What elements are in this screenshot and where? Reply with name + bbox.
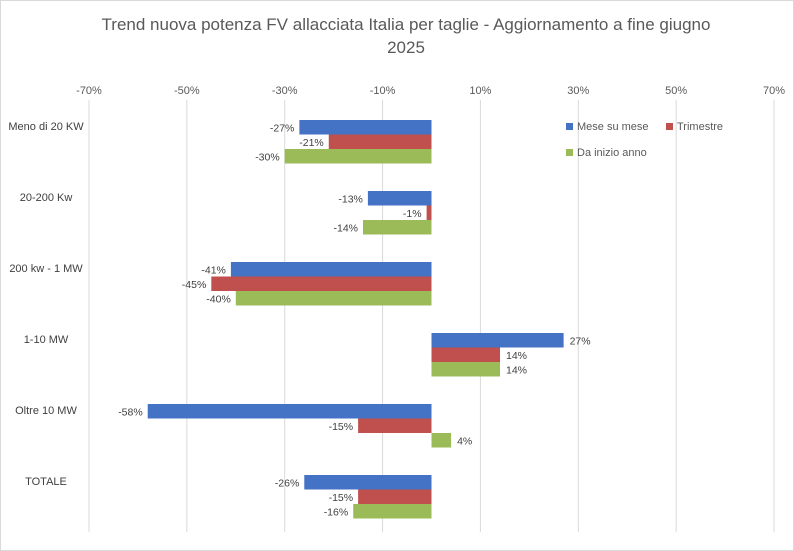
bar [304, 475, 432, 490]
x-tick-label: 50% [665, 85, 687, 97]
category-label: Oltre 10 MW [15, 405, 77, 417]
legend-swatch [566, 149, 573, 156]
x-tick-label: 10% [469, 85, 491, 97]
category-label: 1-10 MW [24, 334, 69, 346]
bar [230, 262, 432, 277]
bar [358, 418, 432, 433]
legend-swatch [566, 123, 573, 130]
bar [211, 276, 432, 291]
bar [328, 134, 432, 149]
data-label: -27% [270, 122, 295, 134]
data-label: 27% [570, 335, 591, 347]
bar [353, 504, 432, 519]
data-label: -41% [201, 264, 226, 276]
chart-title-line1: Trend nuova potenza FV allacciata Italia… [101, 15, 711, 34]
data-label: 4% [457, 435, 472, 447]
bar [299, 120, 432, 135]
x-tick-label: 70% [763, 85, 785, 97]
category-label: 20-200 Kw [20, 192, 73, 204]
data-label: -15% [329, 492, 354, 504]
data-label: -30% [255, 151, 280, 163]
bar [431, 333, 564, 348]
data-label: -40% [206, 293, 231, 305]
bars [147, 120, 564, 519]
bar [426, 205, 432, 220]
chart-title-line2: 2025 [387, 38, 425, 57]
legend-swatch [666, 123, 673, 130]
bar [284, 149, 432, 164]
bar [431, 433, 452, 448]
x-tick-label: 30% [567, 85, 589, 97]
bar [431, 347, 500, 362]
bar [363, 220, 432, 235]
legend-label: Da inizio anno [577, 147, 647, 159]
bar [431, 362, 500, 377]
data-label: -26% [275, 477, 300, 489]
category-labels: Meno di 20 KW 20-200 Kw 200 kw - 1 MW 1-10 … [8, 121, 84, 488]
bar [358, 489, 432, 504]
data-label: -14% [333, 222, 358, 234]
x-tick-label: -70% [76, 85, 102, 97]
category-label: 200 kw - 1 MW [9, 263, 83, 275]
data-label: -15% [329, 421, 354, 433]
legend-label: Mese su mese [577, 121, 649, 133]
bar [367, 191, 432, 206]
x-tick-label: -10% [370, 85, 396, 97]
data-label: -58% [118, 406, 143, 418]
data-label: -16% [324, 506, 349, 518]
bar [235, 291, 432, 306]
bar [147, 404, 432, 419]
x-axis-ticks: -70% -50% -30% -10% 10% 30% 50% 70% [76, 85, 785, 97]
x-tick-label: -30% [272, 85, 298, 97]
data-label: -13% [338, 193, 363, 205]
data-labels: -27% -21% -30% -13% -1% -14% -41% -45% -40% 27% 14… [118, 122, 590, 518]
data-label: -21% [299, 137, 324, 149]
category-label: TOTALE [25, 476, 67, 488]
data-label: 14% [506, 364, 527, 376]
x-tick-label: -50% [174, 85, 200, 97]
chart-title: Trend nuova potenza FV allacciata Italia… [61, 13, 751, 59]
data-label: -45% [182, 279, 207, 291]
data-label: 14% [506, 350, 527, 362]
category-label: Meno di 20 KW [8, 121, 84, 133]
legend: Mese su mese Trimestre Da inizio anno [566, 121, 723, 159]
legend-label: Trimestre [677, 121, 723, 133]
gridlines [88, 100, 775, 532]
data-label: -1% [403, 208, 422, 220]
